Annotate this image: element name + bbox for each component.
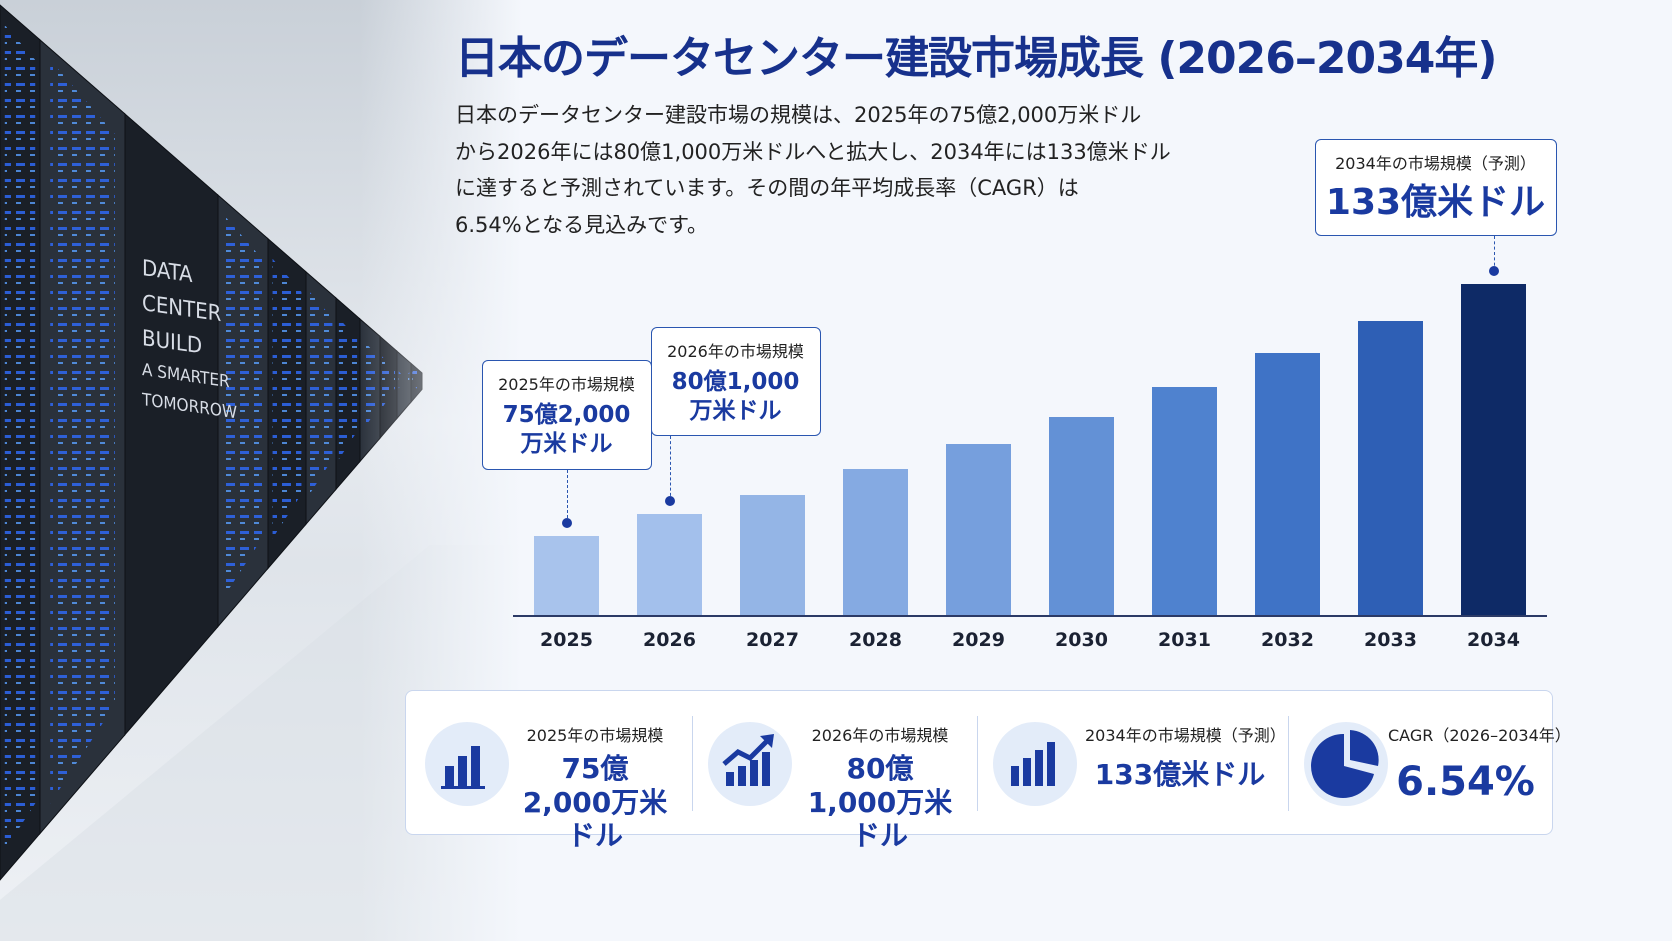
x-tick-label: 2025 [540,629,593,651]
description-line: 6.54%となる見込みです。 [455,212,708,237]
x-tick-label: 2033 [1364,629,1417,651]
stat-icon [1304,722,1388,806]
stat-value: 6.54% [1396,759,1535,805]
divider [692,716,693,811]
x-tick-label: 2027 [746,629,799,651]
stat-title: CAGR（2026–2034年） [1388,726,1571,745]
callout-title: 2034年の市場規模（予測） [1335,153,1536,173]
callout: 2025年の市場規模 75億2,000万米ドル [481,360,652,470]
x-tick-label: 2026 [643,629,696,651]
callout-title: 2026年の市場規模 [667,341,804,361]
callout-value: 80億1,000万米ドル [671,368,800,424]
x-axis-line [513,615,1547,617]
callout-value: 133億米ドル [1325,181,1546,223]
stat-title: 2025年の市場規模 [526,726,664,745]
description-line: から2026年には80億1,000万米ドルへと拡大し、2034年には133億米ド… [455,139,1171,164]
description-line: に達すると予測されています。その間の年平均成長率（CAGR）は [455,176,1079,200]
icon [1011,742,1055,786]
icon [441,746,485,789]
callout-dot [664,496,675,507]
stat-icon [425,722,509,806]
callout-stem [1493,235,1495,271]
callout-value: 75億2,000万米ドル [502,402,631,457]
bar [1254,353,1321,615]
bar [1460,283,1527,615]
callout-stem [566,469,568,523]
callout-dot [561,517,572,528]
callout-title: 2025年の市場規模 [498,375,635,395]
bar [636,514,703,615]
bar [1048,416,1115,615]
bar [842,469,909,615]
stat-value: 133億米ドル [1094,758,1266,791]
x-tick-label: 2031 [1158,629,1211,651]
stat-title: 2034年の市場規模（予測） [1085,726,1286,745]
callout-dot [1488,265,1499,276]
description-line: 日本のデータセンター建設市場の規模は、2025年の75億2,000万米ドル [455,103,1142,127]
callout: 2026年の市場規模 80億1,000万米ドル [650,326,821,437]
x-tick-label: 2028 [849,629,902,651]
background-photo: DATACENTERBUILDA SMARTERTOMORROW [0,0,580,941]
divider [1288,716,1289,811]
bar [945,444,1012,615]
x-tick-label: 2029 [952,629,1005,651]
bar [739,494,806,615]
stat-title: 2026年の市場規模 [811,726,949,745]
callout-stem [669,436,671,502]
x-tick-label: 2034 [1467,629,1520,651]
stat-icon [708,722,792,806]
bar [533,535,600,615]
stat-value: 80億1,000万米ドル [807,752,953,853]
bar [1357,320,1424,615]
bar [1151,387,1218,615]
stat-value: 75億2,000万米ドル [522,752,668,853]
title: 日本のデータセンター建設市場成長 (2026–2034年) [455,33,1497,84]
x-tick-label: 2032 [1261,629,1314,651]
x-tick-label: 2030 [1055,629,1108,651]
stat-icon [993,722,1077,806]
callout: 2034年の市場規模（予測） 133億米ドル [1314,138,1557,236]
divider [977,716,978,811]
icon [1311,730,1379,798]
icon [722,734,774,786]
